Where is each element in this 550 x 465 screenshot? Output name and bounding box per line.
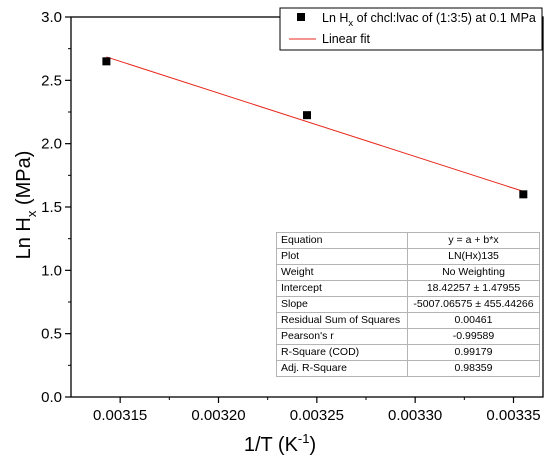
fit-statistics-table: Equation y = a + b*x Plot LN(Hx)135 Weight No… [276, 232, 540, 377]
stats-label: Residual Sum of Squares [276, 312, 408, 329]
stats-value: No Weighting [407, 264, 540, 281]
x-tick-label: 0.00315 [93, 407, 147, 424]
stats-row: Equation y = a + b*x [276, 232, 540, 249]
stats-label: Intercept [276, 280, 408, 297]
stats-value: 18.42257 ± 1.47955 [407, 280, 540, 297]
y-tick-label: 3.0 [41, 9, 62, 26]
data-point [102, 57, 111, 66]
stats-label: Pearson's r [276, 328, 408, 345]
x-axis-ticks: 0.00315 0.00320 0.00325 0.00330 0.00335 [93, 397, 541, 424]
y-tick-label: 2.0 [41, 136, 62, 153]
y-tick-label: 1.5 [41, 199, 62, 216]
stats-label: Slope [276, 296, 408, 313]
stats-row: Adj. R-Square 0.98359 [276, 360, 540, 377]
stats-label: Equation [276, 232, 408, 249]
legend-entry-scatter: Ln Hx of chcl:lvac of (1:3:5) at 0.1 MPa [322, 11, 536, 29]
linear-fit-line [106, 56, 524, 192]
legend-marker-square [297, 13, 305, 21]
legend: Ln Hx of chcl:lvac of (1:3:5) at 0.1 MPa… [279, 7, 543, 51]
x-axis-title: 1/T (K-1) [244, 431, 316, 456]
stats-label: Weight [276, 264, 408, 281]
legend-entry-fit: Linear fit [322, 32, 370, 46]
stats-row: Weight No Weighting [276, 264, 540, 281]
stats-row: Residual Sum of Squares 0.00461 [276, 312, 540, 329]
fit-line-layer [106, 56, 524, 192]
stats-row: Intercept 18.42257 ± 1.47955 [276, 280, 540, 297]
y-tick-label: 0.0 [41, 389, 62, 406]
stats-value: 0.99179 [407, 344, 540, 361]
x-tick-label: 0.00320 [191, 407, 245, 424]
x-tick-label: 0.00335 [486, 407, 540, 424]
x-tick-label: 0.00330 [388, 407, 442, 424]
data-point [519, 190, 528, 199]
data-points-layer [102, 57, 528, 199]
stats-label: Plot [276, 248, 408, 265]
stats-value: -0.99589 [407, 328, 540, 345]
stats-row: R-Square (COD) 0.99179 [276, 344, 540, 361]
stats-value: 0.98359 [407, 360, 540, 377]
data-point [303, 111, 311, 120]
y-tick-label: 1.0 [41, 262, 62, 279]
stats-row: Plot LN(Hx)135 [276, 248, 540, 265]
stats-row: Slope -5007.06575 ± 455.44266 [276, 296, 540, 313]
y-tick-label: 2.5 [41, 72, 62, 89]
stats-value: LN(Hx)135 [407, 248, 540, 265]
stats-value: 0.00461 [407, 312, 540, 329]
y-axis-ticks: 0.0 0.5 1.0 1.5 2.0 2.5 3.0 [41, 9, 71, 406]
legend-box [279, 7, 543, 51]
stats-row: Pearson's r -0.99589 [276, 328, 540, 345]
stats-label: Adj. R-Square [276, 360, 408, 377]
x-tick-label: 0.00325 [290, 407, 344, 424]
y-axis-title: Ln Hx (MPa) [13, 151, 39, 260]
stats-label: R-Square (COD) [276, 344, 408, 361]
y-tick-label: 0.5 [41, 326, 62, 343]
stats-value: y = a + b*x [407, 232, 540, 249]
stats-value: -5007.06575 ± 455.44266 [407, 296, 540, 313]
